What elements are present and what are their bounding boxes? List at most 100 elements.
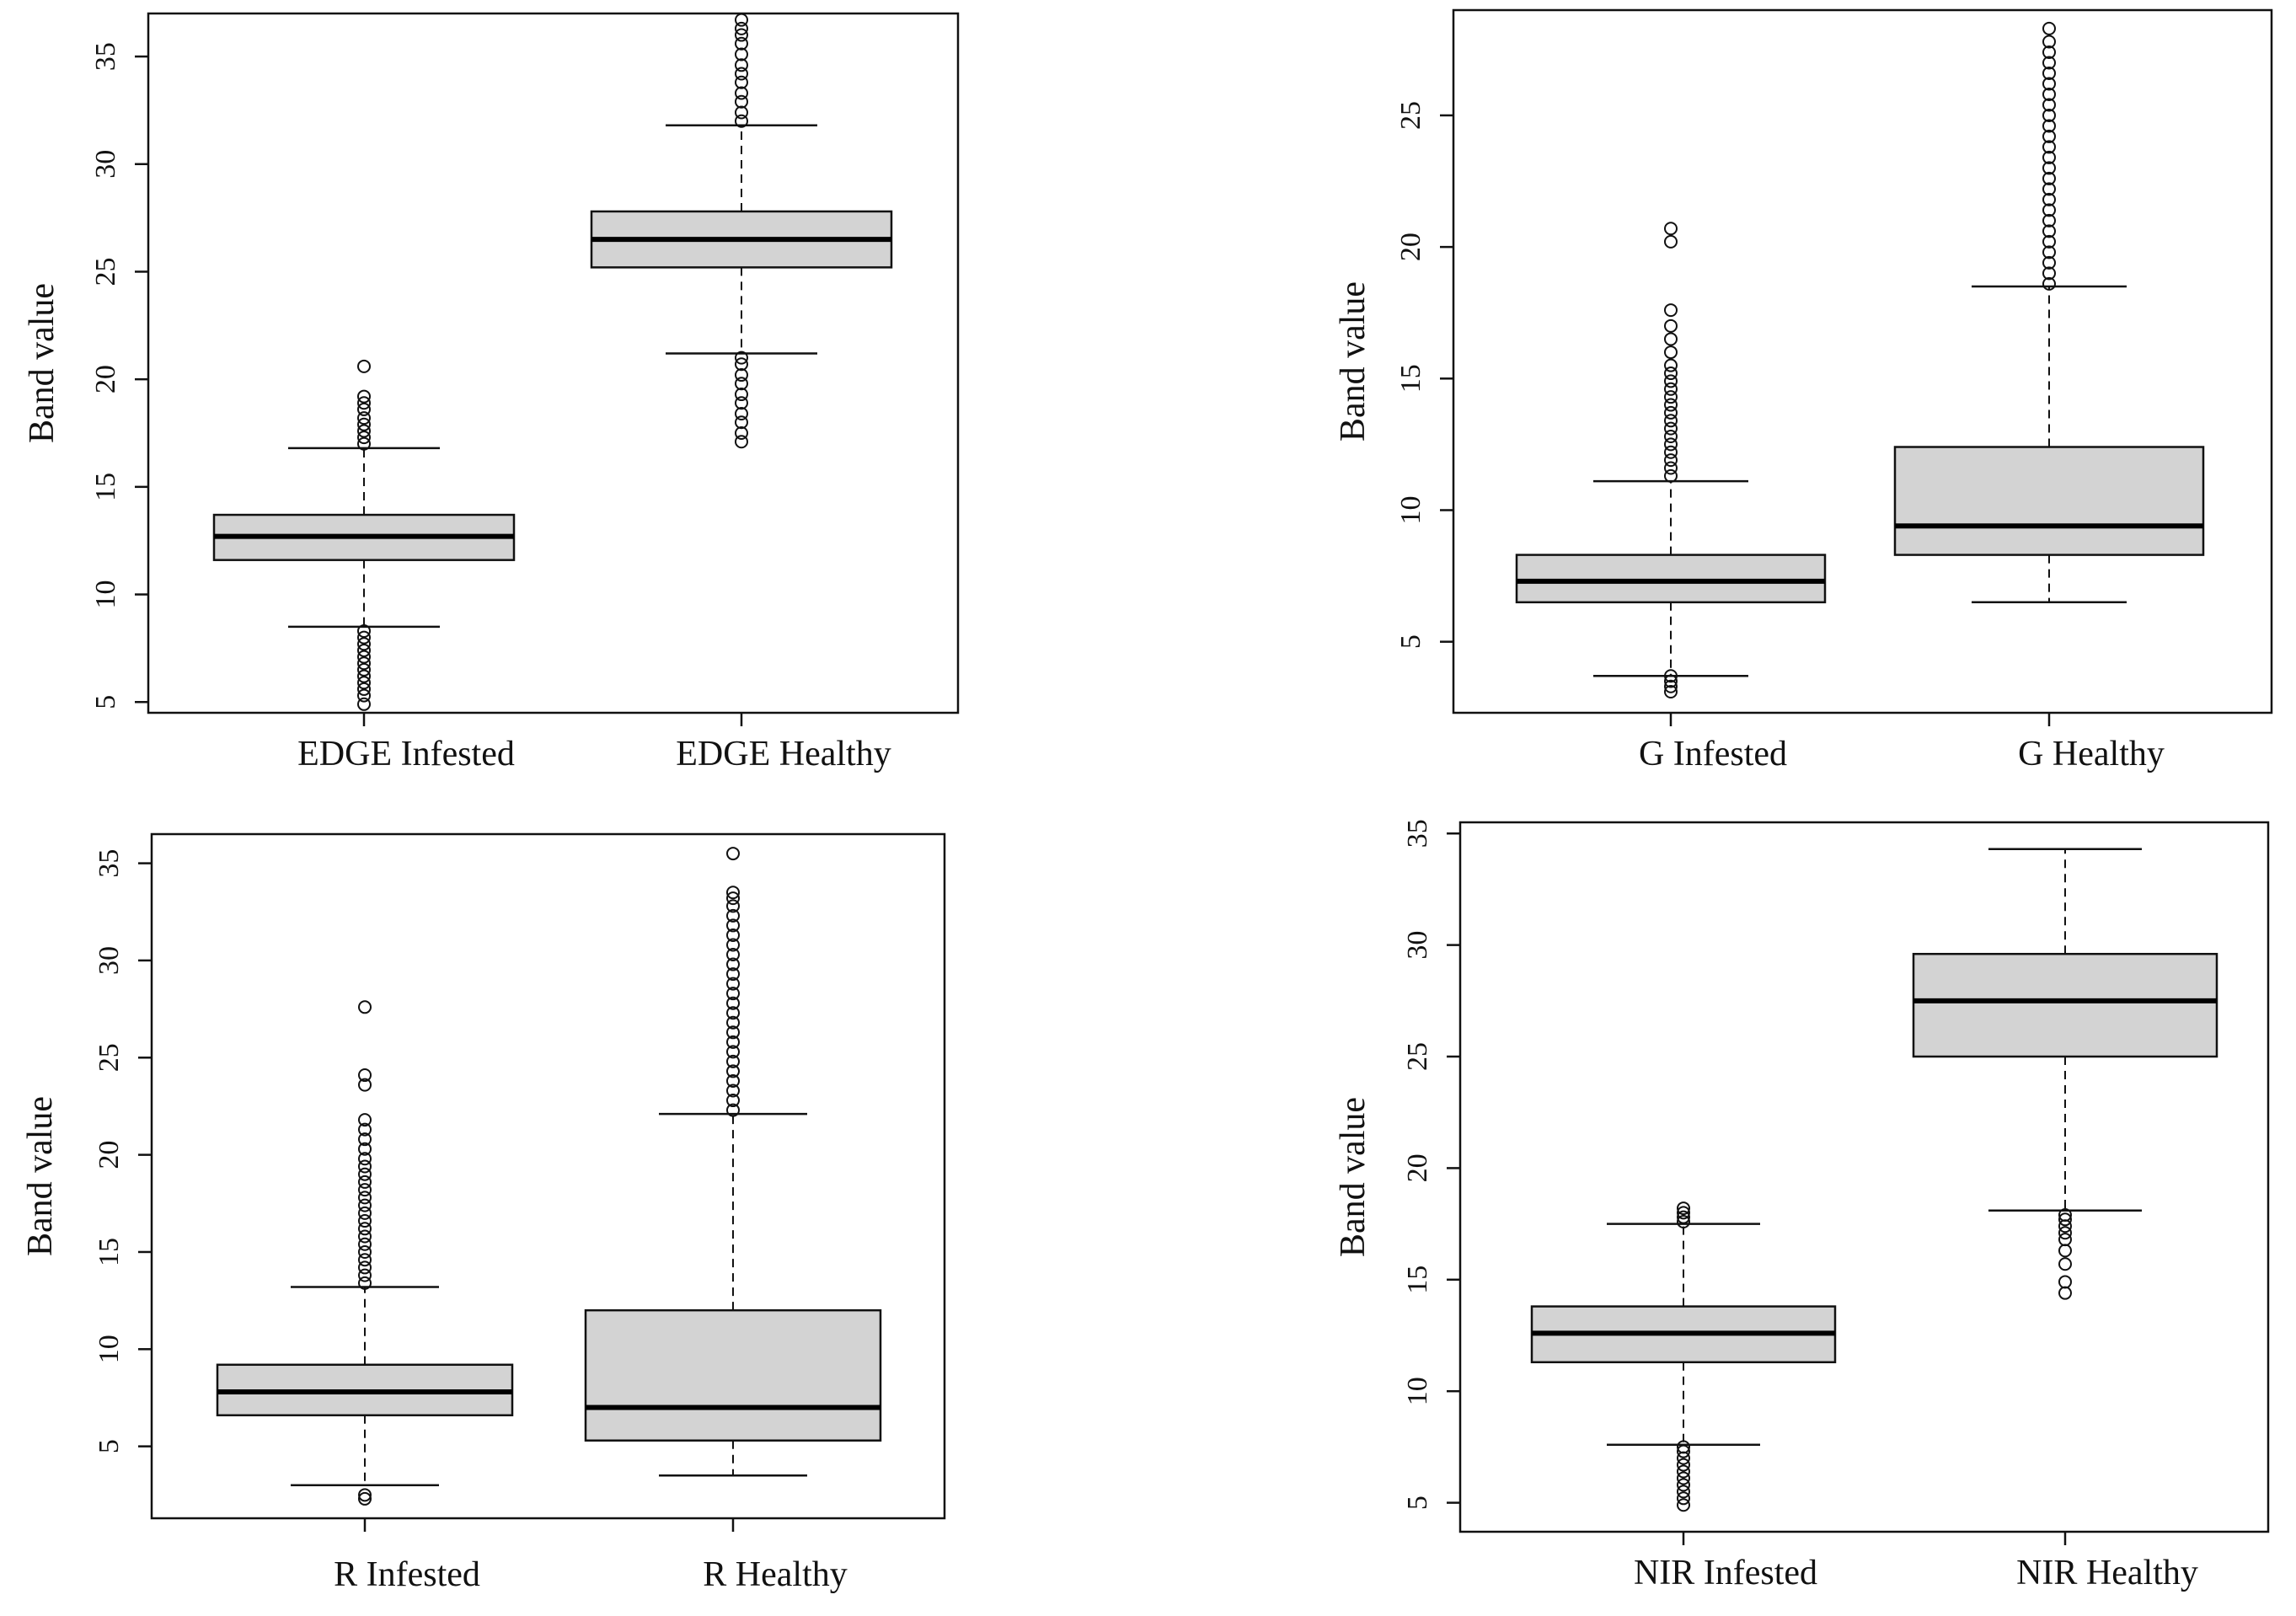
outlier-point [357,656,371,671]
outlier-point [358,1244,372,1259]
outlier-point [726,908,740,923]
outlier-point [735,36,748,51]
y-tick-label: 25 [94,1043,125,1072]
outlier-point [358,1491,372,1506]
y-tick-label: 5 [90,695,121,709]
outlier-point [358,1167,372,1181]
outlier-point [726,1025,740,1040]
y-tick-label: 25 [1402,1042,1433,1071]
outlier-point [726,899,740,913]
y-tick-label: 20 [1402,1153,1433,1182]
outlier-point [735,426,748,440]
outlier-point [2042,161,2056,175]
outlier-point [735,13,748,27]
outlier-point [1664,414,1678,428]
outlier-point [735,47,748,62]
outlier-point [358,1078,372,1092]
outlier-point [358,1237,372,1251]
boxes [212,13,893,711]
outlier-point [1664,679,1678,693]
y-tick-label: 5 [1395,634,1426,649]
outlier-point [2042,21,2056,35]
outlier-point [357,637,371,651]
outlier-point [1677,1478,1690,1492]
outlier-point [735,114,748,128]
outlier-point [358,1222,372,1236]
outlier-point [1664,405,1678,420]
box-healthy [584,847,882,1477]
outlier-point [726,1064,740,1078]
y-axis-title: Band value [21,1096,60,1256]
y-axis-title: Band value [23,283,62,443]
outlier-point [1664,222,1678,236]
outlier-point [357,697,371,711]
outlier-point [357,643,371,657]
outlier-point [357,424,371,438]
y-axis: 5 10 15 20 25 30 35 [94,849,152,1453]
y-tick-label: 15 [1402,1266,1433,1294]
x-tick-label: G Healthy [2018,735,2165,773]
outlier-point [2058,1275,2072,1289]
outlier-point [735,105,748,120]
outlier-point [2042,276,2056,291]
iqr-box [1515,554,1827,604]
outlier-point [358,1206,372,1220]
outlier-point [358,1198,372,1212]
outlier-point [358,1183,372,1197]
outlier-point [357,431,371,445]
outlier-point [735,407,748,421]
panel-nir: 5 10 15 20 25 30 35 NIR Infested NIR Healthy Ba… [1334,819,2270,1592]
outlier-point [726,1084,740,1098]
outlier-point [735,377,748,391]
outlier-point [735,350,748,365]
outlier-point [357,359,371,373]
outlier-point [2042,203,2056,217]
outlier-point [726,938,740,952]
outlier-point [2042,77,2056,91]
box-infested [212,359,516,711]
outlier-point [1664,461,1678,475]
outlier-point [2042,224,2056,238]
outlier-point [735,75,748,89]
outlier-point [357,662,371,677]
outlier-point [357,623,371,638]
y-tick-label: 10 [90,581,121,609]
outlier-point [726,987,740,1001]
outlier-point [2042,234,2056,249]
outlier-point [735,435,748,449]
outlier-point [1677,1458,1690,1472]
outlier-point [735,357,748,372]
x-tick-label: G Infested [1639,735,1787,773]
outlier-point [726,996,740,1010]
outlier-point [358,1229,372,1244]
outlier-point [2058,1233,2072,1247]
outlier-point [2042,192,2056,206]
outlier-point [2058,1208,2072,1223]
outlier-point [1677,1498,1690,1512]
outlier-point [2042,245,2056,260]
outliers [726,847,740,1117]
y-tick-label: 10 [1402,1377,1433,1405]
outlier-point [1664,437,1678,452]
outlier-point [2042,171,2056,185]
outlier-point [358,1253,372,1267]
outlier-point [726,918,740,933]
outlier-point [2042,140,2056,154]
y-tick-label: 30 [90,150,121,179]
y-tick-label: 20 [1395,233,1426,261]
outlier-point [2042,255,2056,270]
outlier-point [735,67,748,81]
outlier-point [357,682,371,696]
outlier-point [357,676,371,690]
outlier-point [726,967,740,982]
outlier-point [726,928,740,942]
outlier-point [1664,382,1678,396]
outlier-point [1677,1206,1690,1220]
outlier-point [1664,358,1678,372]
outliers [735,13,748,449]
outliers [1677,1201,1690,1512]
iqr-box [1893,446,2205,556]
outlier-point [358,1113,372,1127]
outlier-point [726,886,740,900]
